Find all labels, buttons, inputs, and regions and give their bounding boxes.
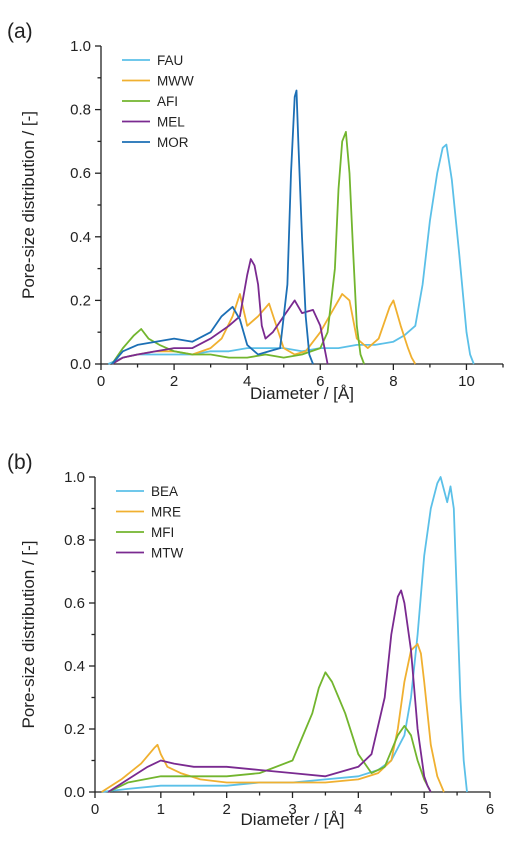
x-tick-label: 4 — [354, 801, 362, 818]
x-tick-label: 8 — [389, 373, 397, 390]
y-tick-label: 0.8 — [70, 102, 91, 119]
x-tick-label: 5 — [420, 801, 428, 818]
legend-entry-mtw: MTW — [151, 546, 183, 561]
x-tick-label: 1 — [157, 801, 165, 818]
y-tick-label: 1.0 — [64, 469, 85, 486]
legend-entry-mww: MWW — [157, 74, 194, 89]
y-tick-label: 1.0 — [70, 38, 91, 55]
x-tick-label: 0 — [91, 801, 99, 818]
y-tick-label: 0.0 — [70, 356, 91, 373]
legend-entry-mor: MOR — [157, 135, 189, 150]
series-line-mel — [111, 258, 329, 365]
y-tick-label: 0.4 — [70, 229, 91, 246]
chart-panel-a: (a) 0 2 4 6 8 10 0.0 0.2 0.4 0.6 0.8 1.0 Diameter / [… — [7, 20, 504, 403]
legend-entry-afi: AFI — [157, 94, 178, 109]
panel-label: (a) — [7, 20, 33, 43]
x-tick-label: 0 — [97, 373, 105, 390]
x-tick-label: 6 — [316, 373, 324, 390]
legend-entry-mel: MEL — [157, 115, 185, 130]
x-tick-label: 2 — [170, 373, 178, 390]
series-line-mtw — [107, 589, 432, 793]
chart-panel-b: (b) 0 1 2 3 4 5 6 0.0 0.2 0.4 0.6 0.8 1.0 Diameter / [… — [7, 451, 494, 829]
series-line-mor — [111, 89, 314, 365]
y-axis-label: Pore-size distribution / [-] — [19, 111, 38, 299]
legend-entry-fau: FAU — [157, 53, 183, 68]
x-axis-label: Diameter / [Å] — [250, 384, 354, 403]
y-tick-label: 0.0 — [64, 784, 85, 801]
y-tick-label: 0.8 — [64, 532, 85, 549]
x-tick-label: 3 — [288, 801, 296, 818]
y-tick-label: 0.4 — [64, 658, 85, 675]
y-tick-label: 0.6 — [70, 165, 91, 182]
x-tick-label: 6 — [486, 801, 494, 818]
x-axis-label: Diameter / [Å] — [241, 810, 345, 829]
series-line-bea — [101, 476, 468, 793]
x-tick-label: 4 — [243, 373, 251, 390]
x-tick-label: 10 — [458, 373, 475, 390]
y-tick-label: 0.6 — [64, 595, 85, 612]
y-tick-label: 0.2 — [64, 721, 85, 738]
legend-entry-mre: MRE — [151, 505, 181, 520]
y-tick-label: 0.2 — [70, 292, 91, 309]
series-line-mre — [101, 643, 445, 793]
legend-entry-mfi: MFI — [151, 525, 174, 540]
series-line-fau — [107, 143, 475, 365]
series-line-afi — [111, 130, 365, 365]
y-axis-label: Pore-size distribution / [-] — [19, 540, 38, 728]
x-tick-label: 2 — [222, 801, 230, 818]
panel-label: (b) — [7, 451, 33, 474]
legend-entry-bea: BEA — [151, 484, 178, 499]
series-line-mfi — [107, 671, 432, 793]
